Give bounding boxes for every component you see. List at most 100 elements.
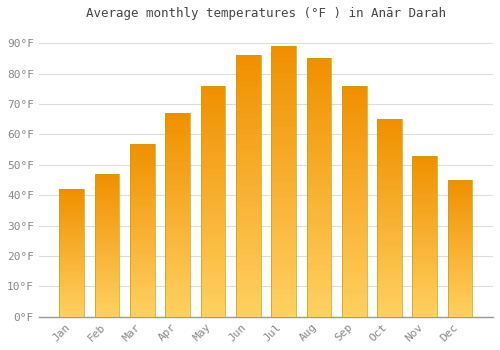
Bar xyxy=(60,271,84,273)
Bar xyxy=(200,174,226,178)
Bar xyxy=(306,224,331,229)
Bar xyxy=(412,285,437,288)
Bar xyxy=(271,219,296,225)
Bar xyxy=(166,142,190,146)
Bar xyxy=(412,169,437,172)
Bar xyxy=(271,100,296,106)
Bar xyxy=(130,279,155,282)
Bar xyxy=(342,275,366,280)
Bar xyxy=(60,284,84,286)
Bar xyxy=(94,191,120,194)
Bar xyxy=(60,307,84,309)
Bar xyxy=(342,113,366,118)
Bar xyxy=(236,259,260,265)
Bar xyxy=(377,234,402,238)
Bar xyxy=(448,314,472,317)
Bar xyxy=(60,199,84,202)
Bar xyxy=(271,127,296,133)
Bar xyxy=(236,118,260,123)
Bar xyxy=(236,197,260,202)
Bar xyxy=(412,178,437,182)
Bar xyxy=(412,307,437,310)
Bar xyxy=(342,118,366,123)
Bar xyxy=(271,111,296,117)
Bar xyxy=(60,220,84,222)
Bar xyxy=(448,265,472,267)
Bar xyxy=(200,271,226,275)
Bar xyxy=(342,229,366,234)
Bar xyxy=(236,123,260,128)
Bar xyxy=(94,260,120,262)
Bar xyxy=(60,194,84,197)
Bar xyxy=(342,266,366,271)
Bar xyxy=(94,197,120,199)
Bar xyxy=(342,298,366,303)
Bar xyxy=(412,272,437,275)
Bar xyxy=(306,203,331,208)
Bar xyxy=(448,188,472,191)
Bar xyxy=(342,90,366,95)
Bar xyxy=(342,136,366,141)
Bar xyxy=(342,215,366,220)
Bar xyxy=(94,174,120,177)
Bar xyxy=(412,214,437,217)
Bar xyxy=(130,240,155,244)
Bar xyxy=(60,235,84,238)
Bar xyxy=(448,251,472,254)
Bar xyxy=(377,135,402,139)
Bar xyxy=(412,252,437,256)
Bar xyxy=(412,156,437,159)
Bar xyxy=(166,113,190,317)
Bar xyxy=(448,257,472,259)
Bar xyxy=(60,189,84,192)
Bar xyxy=(236,280,260,286)
Bar xyxy=(377,163,402,167)
Bar xyxy=(200,238,226,243)
Bar xyxy=(94,265,120,268)
Bar xyxy=(448,300,472,303)
Bar xyxy=(166,187,190,190)
Bar xyxy=(166,154,190,158)
Bar xyxy=(166,239,190,244)
Bar xyxy=(200,100,226,104)
Bar xyxy=(200,141,226,146)
Bar xyxy=(60,230,84,232)
Bar xyxy=(130,209,155,213)
Bar xyxy=(166,284,190,288)
Bar xyxy=(130,150,155,154)
Bar xyxy=(271,68,296,74)
Bar xyxy=(236,286,260,290)
Bar xyxy=(306,74,331,79)
Bar xyxy=(166,125,190,130)
Bar xyxy=(306,229,331,234)
Bar xyxy=(412,256,437,259)
Bar xyxy=(448,309,472,312)
Bar xyxy=(130,300,155,303)
Bar xyxy=(342,100,366,104)
Bar xyxy=(94,277,120,280)
Bar xyxy=(306,146,331,152)
Bar xyxy=(60,266,84,268)
Bar xyxy=(166,223,190,227)
Bar xyxy=(306,100,331,105)
Bar xyxy=(342,197,366,201)
Bar xyxy=(166,190,190,195)
Bar xyxy=(448,210,472,213)
Bar xyxy=(200,308,226,312)
Bar xyxy=(94,182,120,186)
Bar xyxy=(94,285,120,288)
Bar xyxy=(448,183,472,186)
Bar xyxy=(271,268,296,273)
Bar xyxy=(271,63,296,68)
Bar xyxy=(448,224,472,226)
Bar xyxy=(342,155,366,160)
Bar xyxy=(60,238,84,240)
Bar xyxy=(412,268,437,272)
Bar xyxy=(377,178,402,182)
Bar xyxy=(130,196,155,199)
Bar xyxy=(448,202,472,205)
Bar xyxy=(377,175,402,178)
Bar xyxy=(412,207,437,210)
Bar xyxy=(130,158,155,161)
Bar xyxy=(448,194,472,196)
